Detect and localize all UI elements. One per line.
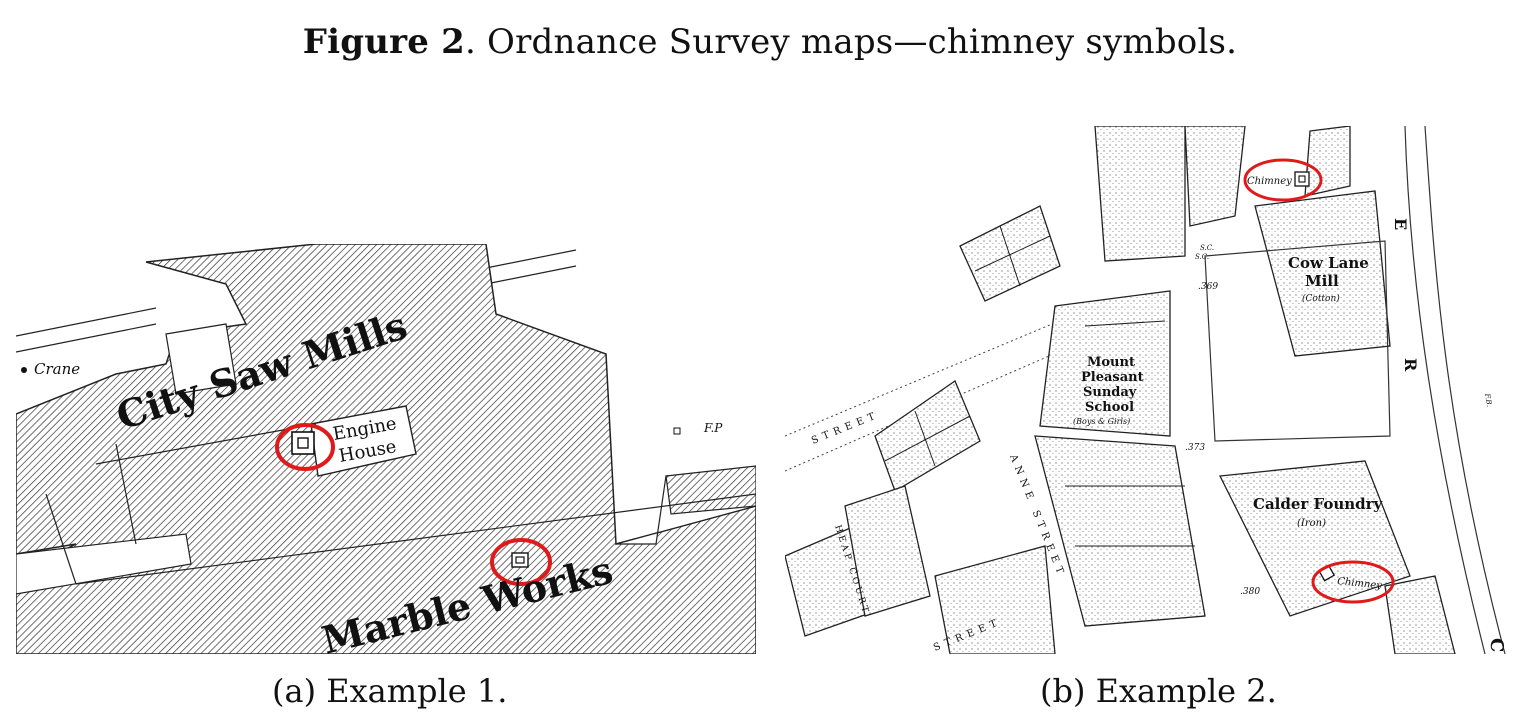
label-mount: Mount (1087, 355, 1135, 370)
map-example-2: Chimney Chimney S.C. S.C. .369 Cow Lane … (785, 126, 1525, 654)
label-r: R (1401, 358, 1420, 372)
engine-house (310, 405, 417, 477)
calder-foundry (1218, 460, 1411, 617)
map-a-drawing: Crane City Saw Mills Engine House F.P Ma… (16, 244, 756, 654)
highlight-circle-2 (490, 538, 552, 586)
label-cow-lane: Cow Lane (1288, 254, 1369, 272)
highlight-circle-b2 (1311, 560, 1395, 604)
label-c: C (1486, 638, 1507, 652)
cow-lane-mill (1254, 190, 1391, 357)
chimney-symbol-1 (291, 431, 315, 455)
label-fp: F.P (703, 421, 723, 435)
label-street-1: STREET (810, 409, 881, 446)
label-380: .380 (1240, 587, 1260, 597)
map-b-drawing: Chimney Chimney S.C. S.C. .369 Cow Lane … (785, 126, 1507, 654)
label-mill: Mill (1305, 272, 1339, 290)
figure-label: Figure 2 (302, 22, 465, 62)
label-chimney-1: Chimney (1247, 176, 1292, 187)
label-calder-foundry: Calder Foundry (1253, 495, 1384, 513)
figure-title: . Ordnance Survey maps—chimney symbols. (464, 22, 1238, 62)
chimney-symbol-b1 (1294, 171, 1310, 187)
subcaption-b: (b) Example 2. (1040, 672, 1277, 710)
label-e: E (1391, 218, 1410, 230)
label-boys-girls: (Boys & Girls) (1073, 417, 1130, 426)
highlight-circle-1 (275, 423, 335, 471)
label-cotton: (Cotton) (1302, 293, 1340, 304)
label-sc-2: S.C. (1195, 253, 1209, 261)
label-373: .373 (1185, 443, 1205, 453)
label-sunday: Sunday (1083, 385, 1137, 400)
label-fb: F.B. (1483, 392, 1493, 408)
label-pleasant: Pleasant (1081, 370, 1144, 385)
label-chimney-2: Chimney (1337, 576, 1383, 592)
label-school: School (1085, 400, 1134, 415)
label-crane: Crane (34, 360, 80, 378)
label-sc-1: S.C. (1200, 244, 1214, 252)
road-lines (16, 249, 577, 353)
label-369: .369 (1198, 282, 1218, 292)
highlight-circle-b1 (1243, 158, 1323, 202)
chimney-symbol-2 (511, 552, 529, 568)
label-iron: (Iron) (1297, 518, 1326, 529)
figure-caption: Figure 2. Ordnance Survey maps—chimney s… (0, 22, 1540, 62)
subcaption-a: (a) Example 1. (272, 672, 508, 710)
map-example-1: Crane City Saw Mills Engine House F.P Ma… (16, 244, 756, 654)
